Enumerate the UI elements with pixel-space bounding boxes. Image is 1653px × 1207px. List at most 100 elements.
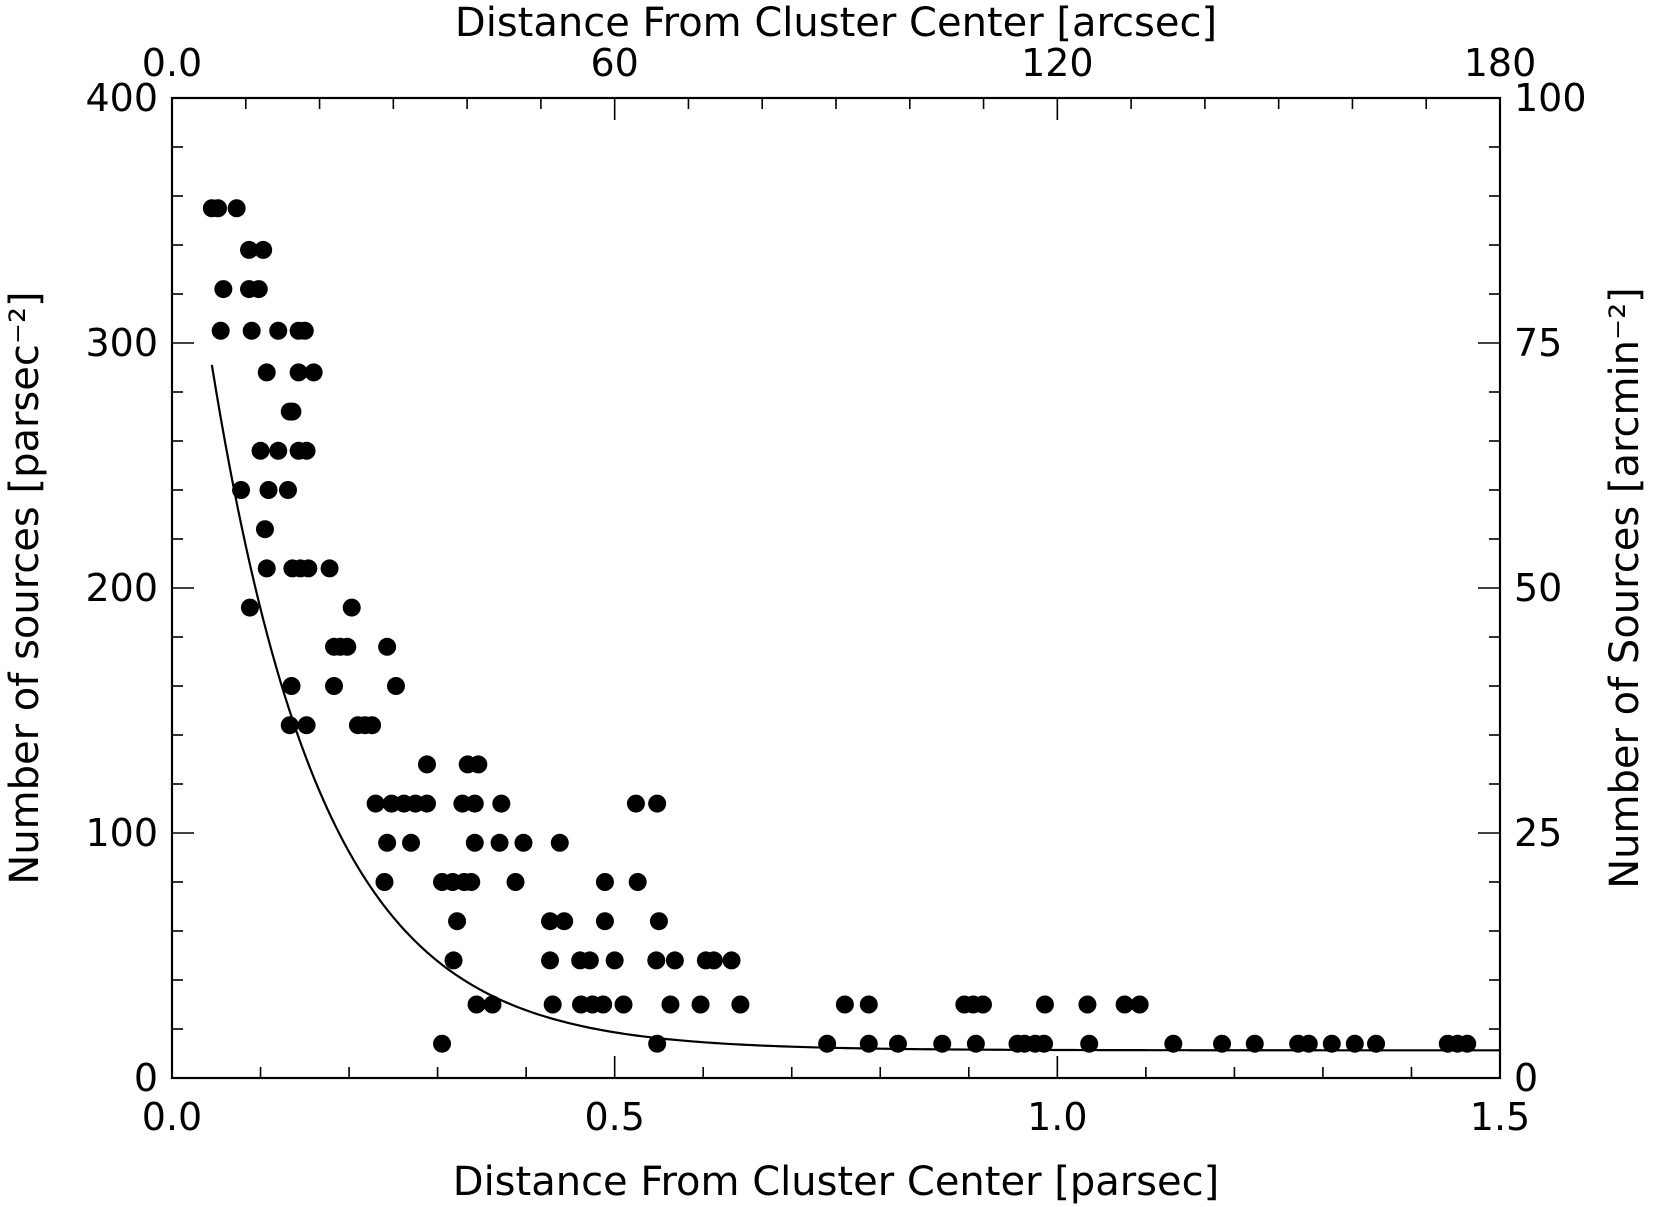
- data-point: [320, 559, 339, 578]
- data-point: [550, 833, 569, 852]
- data-point: [417, 794, 436, 813]
- top-x-axis-label: Distance From Cluster Center [arcsec]: [455, 0, 1217, 46]
- data-point: [661, 995, 680, 1014]
- data-point: [818, 1034, 837, 1053]
- data-point: [1345, 1034, 1364, 1053]
- tick-marks: [171, 97, 1501, 1079]
- data-point: [448, 912, 467, 931]
- data-point: [402, 833, 421, 852]
- data-point: [214, 280, 233, 299]
- y2-tick-label: 100: [1514, 76, 1587, 120]
- data-point: [555, 912, 574, 931]
- data-point: [227, 199, 246, 218]
- data-point: [541, 951, 560, 970]
- data-point: [378, 637, 397, 656]
- data-point: [1322, 1034, 1341, 1053]
- data-point: [209, 199, 228, 218]
- data-point: [665, 951, 684, 970]
- data-point: [648, 1034, 667, 1053]
- data-point: [254, 240, 273, 259]
- data-point: [1130, 995, 1149, 1014]
- data-point: [722, 951, 741, 970]
- x2-tick-label: 180: [1464, 41, 1537, 85]
- data-point: [240, 598, 259, 617]
- data-point: [378, 833, 397, 852]
- data-points: [202, 199, 1477, 1053]
- data-point: [492, 794, 511, 813]
- data-point: [338, 637, 357, 656]
- x-tick-label: 1.0: [1027, 1095, 1087, 1139]
- data-point: [1035, 995, 1054, 1014]
- x2-tick-label: 120: [1021, 41, 1094, 85]
- data-point: [363, 716, 382, 735]
- data-point: [1080, 1034, 1099, 1053]
- data-point: [543, 995, 562, 1014]
- data-point: [704, 951, 723, 970]
- data-point: [304, 363, 323, 382]
- data-point: [595, 873, 614, 891]
- data-point: [691, 995, 710, 1014]
- data-point: [628, 873, 647, 891]
- data-point: [386, 677, 405, 695]
- data-point: [462, 873, 481, 891]
- data-point: [514, 833, 533, 852]
- tick-labels: 0.0 0.5 1.0 1.5 0.0 60 120 180 0 100 200 300 400 0 25 5…: [85, 41, 1586, 1139]
- data-point: [469, 755, 488, 774]
- data-point: [465, 833, 484, 852]
- data-point: [465, 794, 484, 813]
- data-point: [342, 598, 361, 617]
- data-point: [1367, 1034, 1386, 1053]
- data-point: [242, 321, 261, 340]
- data-point: [1078, 995, 1097, 1014]
- data-point: [297, 441, 316, 460]
- data-point: [240, 240, 259, 259]
- data-point: [966, 1034, 985, 1053]
- data-point: [1035, 1034, 1054, 1053]
- data-point: [933, 1034, 952, 1053]
- data-point: [433, 1034, 452, 1053]
- data-point: [595, 912, 614, 931]
- y-tick-label: 300: [85, 321, 158, 365]
- data-point: [382, 794, 401, 813]
- right-y-axis-label: Number of Sources [arcmin⁻²]: [1602, 287, 1648, 888]
- y-tick-label: 0: [134, 1056, 158, 1100]
- plot-frame: [170, 96, 1502, 1080]
- data-point: [541, 912, 560, 931]
- data-point: [280, 716, 299, 735]
- data-point: [594, 995, 613, 1014]
- y2-tick-label: 75: [1514, 321, 1562, 365]
- data-point: [731, 995, 750, 1014]
- y-tick-label: 200: [85, 566, 158, 610]
- x2-tick-label: 60: [590, 41, 638, 85]
- x2-tick-label: 0.0: [142, 41, 202, 85]
- x-axis-label: Distance From Cluster Center [parsec]: [453, 1159, 1219, 1205]
- data-point: [859, 995, 878, 1014]
- fit-curve: [210, 364, 1500, 1052]
- data-point: [375, 873, 394, 891]
- data-point: [453, 794, 472, 813]
- y-tick-label: 100: [85, 811, 158, 855]
- data-point: [580, 951, 599, 970]
- data-point: [1164, 1034, 1183, 1053]
- data-point: [297, 716, 316, 735]
- data-point: [888, 1034, 907, 1053]
- data-point: [973, 995, 992, 1014]
- data-point: [232, 481, 251, 499]
- data-point: [255, 520, 274, 539]
- data-point: [647, 951, 666, 970]
- y2-tick-label: 0: [1514, 1056, 1538, 1100]
- data-point: [1458, 1034, 1477, 1053]
- data-point: [366, 794, 385, 813]
- data-point: [483, 995, 502, 1014]
- data-point: [289, 363, 308, 382]
- x-tick-label: 1.5: [1470, 1095, 1530, 1139]
- data-point: [605, 951, 624, 970]
- data-point: [299, 559, 318, 578]
- y-axis-label: Number of sources [parsec⁻²]: [2, 291, 48, 884]
- data-point: [283, 402, 302, 421]
- data-point: [835, 995, 854, 1014]
- x-tick-label: 0.5: [584, 1095, 644, 1139]
- data-point: [257, 559, 276, 578]
